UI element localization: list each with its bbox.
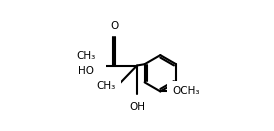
Text: HO: HO — [78, 66, 95, 76]
Text: OH: OH — [129, 102, 145, 112]
Text: N: N — [92, 59, 101, 72]
Text: CH₃: CH₃ — [96, 81, 116, 91]
Text: CH₃: CH₃ — [77, 51, 96, 61]
Text: O: O — [111, 21, 119, 31]
Text: OCH₃: OCH₃ — [173, 86, 200, 96]
